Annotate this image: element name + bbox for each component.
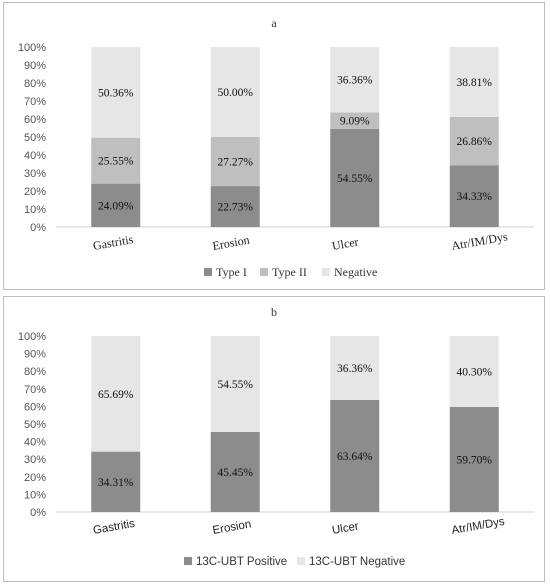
data-label: 22.73% — [218, 202, 254, 214]
chart-title: b — [271, 305, 277, 319]
legend-label: 13C-UBT Positive — [196, 556, 287, 568]
bar-segment — [210, 47, 260, 137]
bar-segment — [91, 451, 141, 512]
data-label: 54.55% — [337, 173, 373, 185]
data-label: 45.45% — [218, 467, 254, 479]
y-tick-label: 0% — [30, 222, 46, 234]
x-category-label: Ulcer — [331, 520, 360, 537]
x-category-label: Atr/IM/Dys — [451, 516, 506, 537]
x-category-label: Gastritis — [92, 518, 136, 537]
bar-segment — [449, 165, 499, 227]
data-label: 40.30% — [457, 366, 493, 378]
bar-segment — [91, 336, 141, 452]
legend-swatch — [204, 268, 212, 276]
bar-segment — [91, 137, 141, 184]
chart-b-svg: b 0% 10% 20% 30% 40% 50% 60% 70% 80% 90% 100% 34.31%… — [18, 305, 534, 568]
y-tick-label: 10% — [24, 204, 46, 216]
data-label: 63.64% — [337, 451, 373, 463]
y-tick-label: 90% — [24, 60, 46, 72]
legend-swatch — [322, 268, 330, 276]
data-label: 36.36% — [337, 363, 373, 375]
y-tick-label: 90% — [24, 349, 46, 361]
y-tick-label: 40% — [24, 150, 46, 162]
y-tick-label: 60% — [24, 401, 46, 413]
x-category-label: Gastritis — [92, 232, 135, 253]
y-tick-label: 100% — [18, 331, 46, 343]
y-tick-label: 50% — [24, 419, 46, 431]
x-category-label: Erosion — [211, 233, 250, 253]
bar-segment — [330, 399, 380, 512]
x-category-label: Atr/IM/Dys — [450, 229, 509, 253]
legend-label: Type I — [216, 265, 247, 279]
bar-segment — [91, 47, 141, 138]
data-label: 27.27% — [218, 157, 254, 169]
bar-segment — [210, 336, 260, 433]
legend-swatch — [260, 268, 268, 276]
bar-segment — [449, 336, 499, 407]
bar-segment — [91, 183, 141, 227]
legend-label: 13C-UBT Negative — [309, 556, 405, 568]
chart-panel-b: b 0% 10% 20% 30% 40% 50% 60% 70% 80% 90% 100% 34.31%… — [3, 296, 545, 582]
bar-segment — [210, 186, 260, 227]
data-label: 50.36% — [98, 87, 134, 99]
legend-label: Negative — [334, 265, 377, 279]
data-label: 24.09% — [98, 200, 134, 212]
data-label: 34.33% — [457, 191, 493, 203]
data-label: 36.36% — [337, 75, 373, 87]
chart-panel-a: a 0% 10% 20% 30% 40% 50% 60% 70% 80% 90% 100% 24.09%… — [3, 2, 545, 290]
y-tick-label: 80% — [24, 78, 46, 90]
bar-segment — [449, 406, 499, 512]
bar-segment — [330, 128, 380, 227]
y-tick-label: 0% — [30, 507, 46, 519]
data-label: 54.55% — [218, 379, 254, 391]
x-category-label: Erosion — [212, 518, 252, 537]
y-tick-label: 30% — [24, 454, 46, 466]
y-tick-label: 60% — [24, 114, 46, 126]
bar-segment — [330, 112, 380, 129]
bar-segment — [449, 47, 499, 117]
y-tick-label: 10% — [24, 489, 46, 501]
bar-segment — [210, 432, 260, 512]
data-label: 34.31% — [98, 477, 134, 489]
data-label: 9.09% — [340, 116, 370, 128]
legend-label: Type II — [272, 265, 307, 279]
x-category-label: Ulcer — [331, 235, 360, 253]
chart-title: a — [271, 16, 277, 30]
y-tick-label: 20% — [24, 186, 46, 198]
y-tick-label: 80% — [24, 366, 46, 378]
data-label: 65.69% — [98, 389, 134, 401]
y-tick-label: 30% — [24, 168, 46, 180]
data-label: 38.81% — [457, 77, 493, 89]
bar-segment — [330, 47, 380, 113]
data-label: 50.00% — [218, 87, 254, 99]
data-label: 59.70% — [457, 454, 493, 466]
bar-segment — [449, 116, 499, 166]
data-label: 26.86% — [457, 136, 493, 148]
y-tick-label: 20% — [24, 472, 46, 484]
y-tick-label: 70% — [24, 96, 46, 108]
bar-segment — [210, 137, 260, 187]
chart-a-svg: a 0% 10% 20% 30% 40% 50% 60% 70% 80% 90% 100% 24.09%… — [18, 16, 534, 279]
y-tick-label: 50% — [24, 132, 46, 144]
data-label: 25.55% — [98, 156, 134, 168]
legend-swatch — [297, 557, 305, 565]
legend-swatch — [184, 557, 192, 565]
y-tick-label: 100% — [18, 42, 46, 54]
bar-segment — [330, 336, 380, 400]
y-tick-label: 40% — [24, 437, 46, 449]
y-tick-label: 70% — [24, 384, 46, 396]
